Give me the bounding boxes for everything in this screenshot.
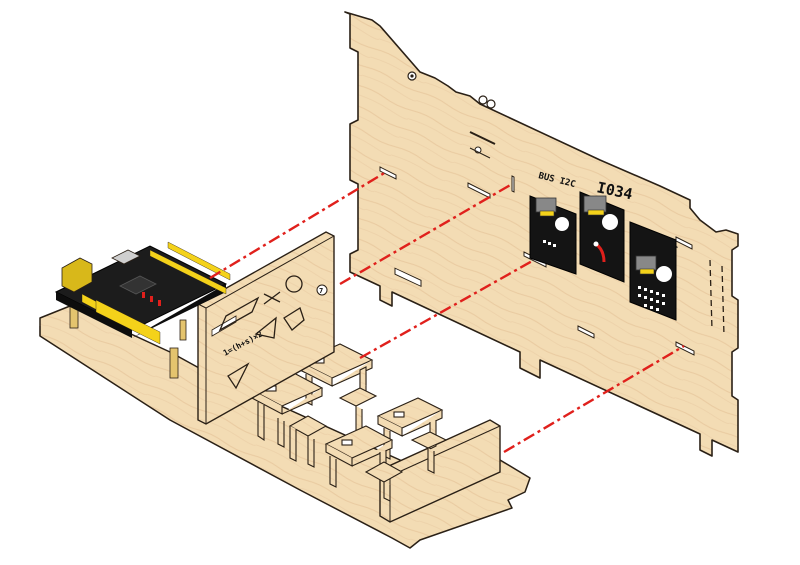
assembly-guide-lines xyxy=(209,170,685,454)
guide-line xyxy=(359,258,535,360)
guide-line xyxy=(339,182,513,286)
screw-hole xyxy=(478,95,488,105)
sensor-module-left xyxy=(529,195,577,275)
back-panel: I034 BUS I2C BUS I2C xyxy=(344,11,739,457)
controller-board xyxy=(54,241,231,379)
guide-line xyxy=(503,344,685,454)
desk-group xyxy=(250,343,448,502)
shape-stand-panel: 1=(h+s)×2 7 xyxy=(197,231,335,425)
step-number: 7 xyxy=(319,287,323,295)
guide-line xyxy=(209,170,387,280)
sensor-module-center xyxy=(579,191,625,283)
sensor-module-right xyxy=(629,221,677,321)
panel-slot xyxy=(394,267,422,288)
geometry-shapes-engraving xyxy=(218,275,305,390)
step-marker xyxy=(316,284,328,296)
screw-hole xyxy=(486,99,496,109)
